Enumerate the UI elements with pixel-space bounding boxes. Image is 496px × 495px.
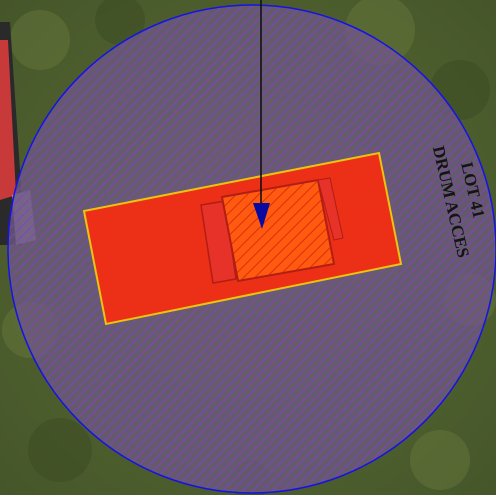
arrow-head-icon	[253, 203, 270, 229]
pointer-arrow	[253, 0, 270, 229]
structure[interactable]	[200, 177, 344, 284]
